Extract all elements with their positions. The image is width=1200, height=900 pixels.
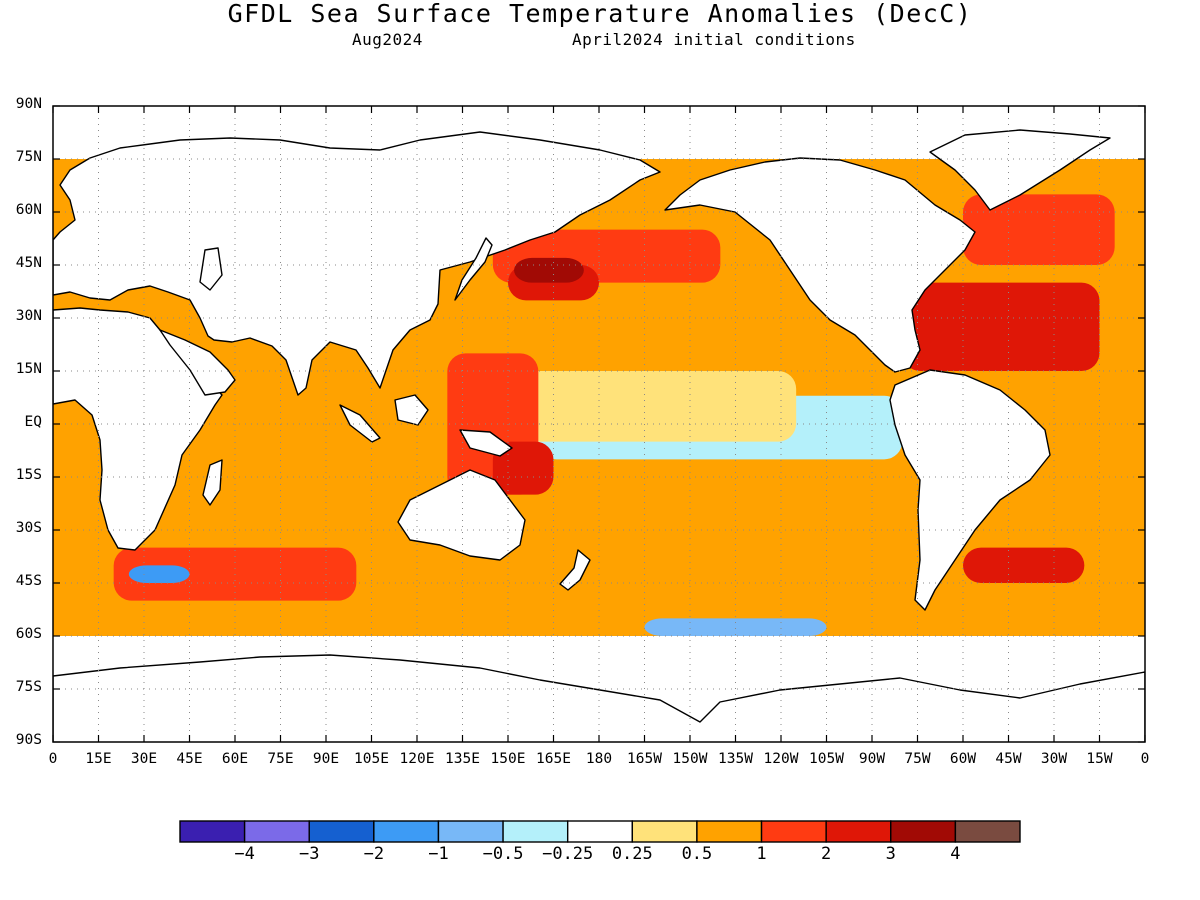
uk [199, 247, 223, 291]
lon-label: 120W [763, 751, 799, 767]
graticule [53, 106, 1145, 742]
lat-label: 30N [15, 308, 42, 324]
colorbar-swatch [696, 820, 763, 843]
lon-label: 45E [176, 751, 203, 767]
anomaly-region [963, 547, 1085, 583]
colorbar-label: −4 [234, 844, 255, 864]
colorbar-swatch [179, 820, 246, 843]
lat-label: 75S [15, 679, 42, 695]
colorbar-swatch [825, 820, 892, 843]
lat-label: 90N [15, 96, 42, 112]
anomaly-region [644, 618, 827, 636]
south-america [889, 369, 1051, 611]
lon-label: 0 [48, 751, 58, 767]
colorbar-label: 3 [885, 844, 896, 864]
lon-label: 135W [718, 751, 753, 767]
lon-label: 45W [995, 751, 1022, 767]
lon-label: 120E [399, 751, 435, 767]
lon-label: 90E [312, 751, 340, 767]
africa [53, 307, 223, 551]
colorbar-swatch [308, 820, 375, 843]
new-zealand [559, 549, 591, 591]
lon-label: 150E [490, 751, 526, 767]
colorbar-label: −3 [298, 844, 320, 864]
lat-label: 15S [15, 467, 42, 483]
lat-label: 15N [15, 361, 42, 377]
japan [454, 237, 493, 301]
lon-label: 60E [221, 751, 249, 767]
lat-label: 60N [15, 202, 42, 218]
lon-label: 30E [130, 751, 158, 767]
lon-label: 165W [627, 751, 662, 767]
lat-label: EQ [24, 414, 42, 430]
colorbar-label: −1 [428, 844, 449, 864]
lon-label: 105E [354, 751, 389, 767]
arabia [159, 329, 236, 396]
colorbar-swatch [243, 820, 310, 843]
colorbar-label: 1 [756, 844, 767, 864]
colorbar-swatch [954, 820, 1021, 843]
madagascar [202, 459, 223, 506]
lat-label: 30S [15, 520, 42, 536]
colorbar-label: 0.5 [681, 844, 713, 864]
colorbar-swatch [760, 820, 827, 843]
new-guinea [459, 429, 513, 457]
lon-label: 15W [1086, 751, 1113, 767]
colorbar-swatch [566, 820, 634, 843]
lon-label: 60W [949, 751, 977, 767]
colorbar-swatch [631, 820, 698, 843]
borneo [394, 394, 429, 426]
lon-label: 75E [267, 751, 294, 767]
lat-label: 60S [15, 626, 42, 642]
lat-label: 75N [15, 149, 42, 165]
anomaly-region [902, 282, 1100, 371]
colorbar-label: 2 [821, 844, 832, 864]
lon-label: 150W [672, 751, 708, 767]
lat-label: 45S [15, 573, 42, 589]
north-america [664, 157, 976, 373]
lon-label: 15E [85, 751, 112, 767]
lat-label: 90S [15, 732, 42, 748]
lon-label: 135E [445, 751, 480, 767]
colorbar [179, 820, 1021, 843]
anomaly-region [508, 371, 797, 442]
lon-label: 90W [858, 751, 886, 767]
map-title: GFDL Sea Surface Temperature Anomalies (… [227, 0, 973, 28]
colorbar-swatch [437, 820, 504, 843]
lon-label: 30W [1040, 751, 1068, 767]
lat-label: 45N [15, 255, 42, 271]
lon-label: 0 [1140, 751, 1150, 767]
valid-month: Aug2024 [352, 30, 423, 49]
australia [397, 469, 526, 561]
colorbar-label: −0.25 [542, 844, 594, 864]
colorbar-swatch [502, 820, 569, 843]
eurasia [53, 131, 661, 396]
greenland [929, 129, 1111, 211]
lon-label: 105W [809, 751, 844, 767]
anomaly-region [963, 194, 1115, 265]
colorbar-label: 0.25 [611, 844, 653, 864]
colorbar-label: −2 [363, 844, 385, 864]
axis-ticks [52, 105, 1146, 743]
lon-label: 165E [536, 751, 571, 767]
colorbar-swatch [890, 820, 957, 843]
colorbar-swatch [373, 820, 440, 843]
colorbar-label: 4 [950, 844, 961, 864]
anomaly-region [514, 257, 584, 283]
lon-label: 75W [904, 751, 931, 767]
initial-conditions: April2024 initial conditions [572, 30, 856, 49]
anomaly-region [128, 565, 190, 583]
lon-label: 180 [585, 751, 613, 767]
colorbar-label: −0.5 [482, 844, 524, 864]
